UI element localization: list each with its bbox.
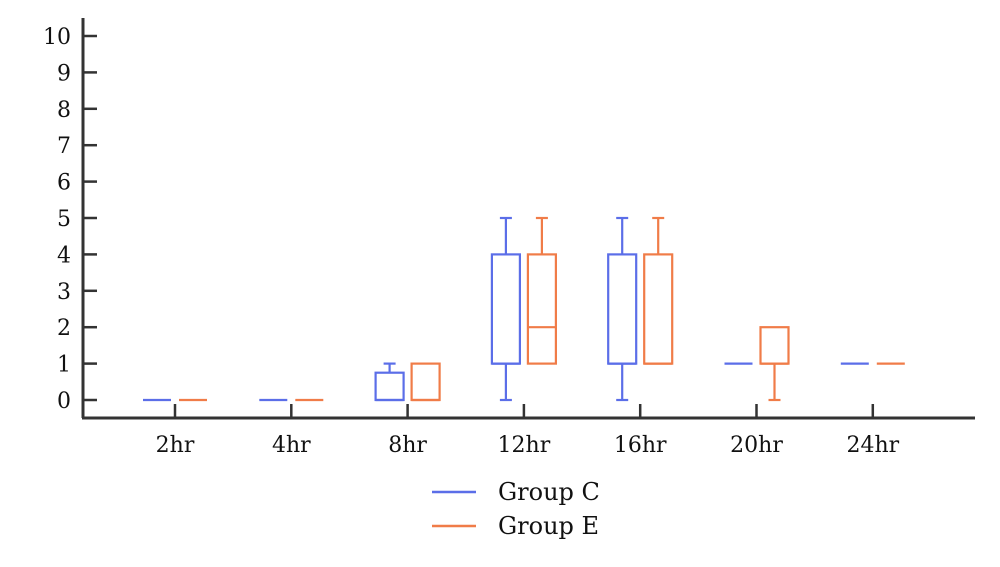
box-group-e-12hr <box>526 216 558 365</box>
box-group-c-16hr <box>607 216 638 402</box>
x-tick-label: 20hr <box>730 433 783 458</box>
box-iqr <box>643 253 674 365</box>
box-group-c-12hr <box>490 216 521 402</box>
box-group-e-20hr <box>759 326 790 402</box>
box-iqr <box>410 362 441 402</box>
y-tick-label: 9 <box>57 61 71 86</box>
x-tick-label: 12hr <box>498 433 551 458</box>
legend-item-group-c: Group C <box>432 478 600 506</box>
box-iqr <box>759 326 790 365</box>
x-tick-label: 8hr <box>388 433 427 458</box>
x-tick-label: 24hr <box>846 433 899 458</box>
boxes <box>143 216 905 402</box>
y-tick-label: 1 <box>57 353 71 378</box>
y-tick-label: 10 <box>43 25 71 50</box>
box-iqr <box>374 371 405 402</box>
legend-label: Group E <box>498 512 599 540</box>
box-iqr <box>490 253 521 365</box>
x-tick-label: 16hr <box>614 433 667 458</box>
y-tick-label: 8 <box>57 98 71 123</box>
y-tick-label: 3 <box>57 280 71 305</box>
legend: Group C Group E <box>432 478 600 540</box>
y-tick-label: 6 <box>57 171 71 196</box>
y-tick-label: 5 <box>57 207 71 232</box>
box-iqr <box>607 253 638 365</box>
y-tick-label: 0 <box>57 389 71 414</box>
axes: 0 1 2 3 4 5 6 7 8 9 10 2hr 4hr 8hr 12hr 16hr 20hr 24hr <box>43 18 975 458</box>
legend-item-group-e: Group E <box>432 512 599 540</box>
x-tick-label: 4hr <box>272 433 311 458</box>
y-tick-label: 7 <box>57 134 71 159</box>
box-iqr <box>526 253 558 365</box>
legend-label: Group C <box>498 478 600 506</box>
x-tick-label: 2hr <box>156 433 195 458</box>
box-group-c-8hr <box>374 362 405 402</box>
y-tick-label: 4 <box>57 243 71 268</box>
box-group-e-8hr <box>410 362 441 402</box>
box-group-e-16hr <box>643 216 674 365</box>
y-tick-label: 2 <box>57 316 71 341</box>
